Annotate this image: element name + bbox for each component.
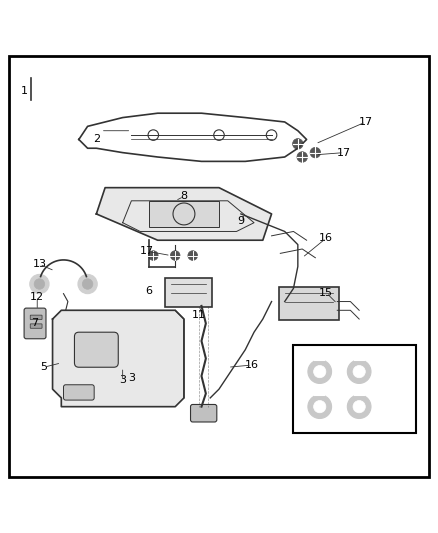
FancyBboxPatch shape — [30, 324, 42, 328]
Circle shape — [314, 400, 326, 413]
Polygon shape — [96, 188, 272, 240]
Circle shape — [353, 400, 365, 413]
Circle shape — [297, 152, 307, 162]
Text: 16: 16 — [319, 233, 333, 243]
Text: 2: 2 — [93, 134, 100, 144]
FancyBboxPatch shape — [30, 315, 42, 319]
FancyBboxPatch shape — [279, 287, 339, 320]
Circle shape — [148, 251, 158, 260]
Polygon shape — [53, 310, 184, 407]
Circle shape — [30, 274, 49, 294]
Text: 17: 17 — [337, 148, 351, 158]
Text: 5: 5 — [40, 362, 47, 372]
Text: 13: 13 — [32, 260, 46, 269]
FancyBboxPatch shape — [24, 308, 46, 339]
Text: 12: 12 — [30, 292, 44, 302]
Text: 3: 3 — [119, 375, 126, 385]
Circle shape — [308, 395, 332, 418]
Circle shape — [34, 279, 45, 289]
Text: 1: 1 — [21, 86, 28, 96]
FancyBboxPatch shape — [64, 385, 94, 400]
Text: 17: 17 — [140, 246, 154, 256]
FancyBboxPatch shape — [293, 345, 416, 433]
Circle shape — [170, 251, 180, 260]
Circle shape — [347, 395, 371, 418]
Circle shape — [82, 279, 93, 289]
Text: 6: 6 — [145, 286, 152, 296]
Text: 8: 8 — [180, 191, 187, 201]
FancyBboxPatch shape — [74, 332, 118, 367]
Circle shape — [353, 366, 365, 378]
FancyBboxPatch shape — [165, 278, 212, 307]
Circle shape — [78, 274, 97, 294]
Text: 17: 17 — [359, 117, 373, 127]
Text: 7: 7 — [32, 318, 39, 328]
Text: 15: 15 — [319, 288, 333, 298]
Circle shape — [293, 139, 303, 149]
Circle shape — [308, 360, 332, 383]
Text: 3: 3 — [128, 373, 135, 383]
Circle shape — [188, 251, 198, 260]
Text: 16: 16 — [245, 360, 259, 370]
Circle shape — [314, 366, 326, 378]
Circle shape — [310, 147, 321, 158]
Text: 9: 9 — [237, 215, 244, 225]
Text: 11: 11 — [192, 310, 206, 320]
FancyBboxPatch shape — [191, 405, 217, 422]
Circle shape — [347, 360, 371, 383]
FancyBboxPatch shape — [149, 201, 219, 227]
